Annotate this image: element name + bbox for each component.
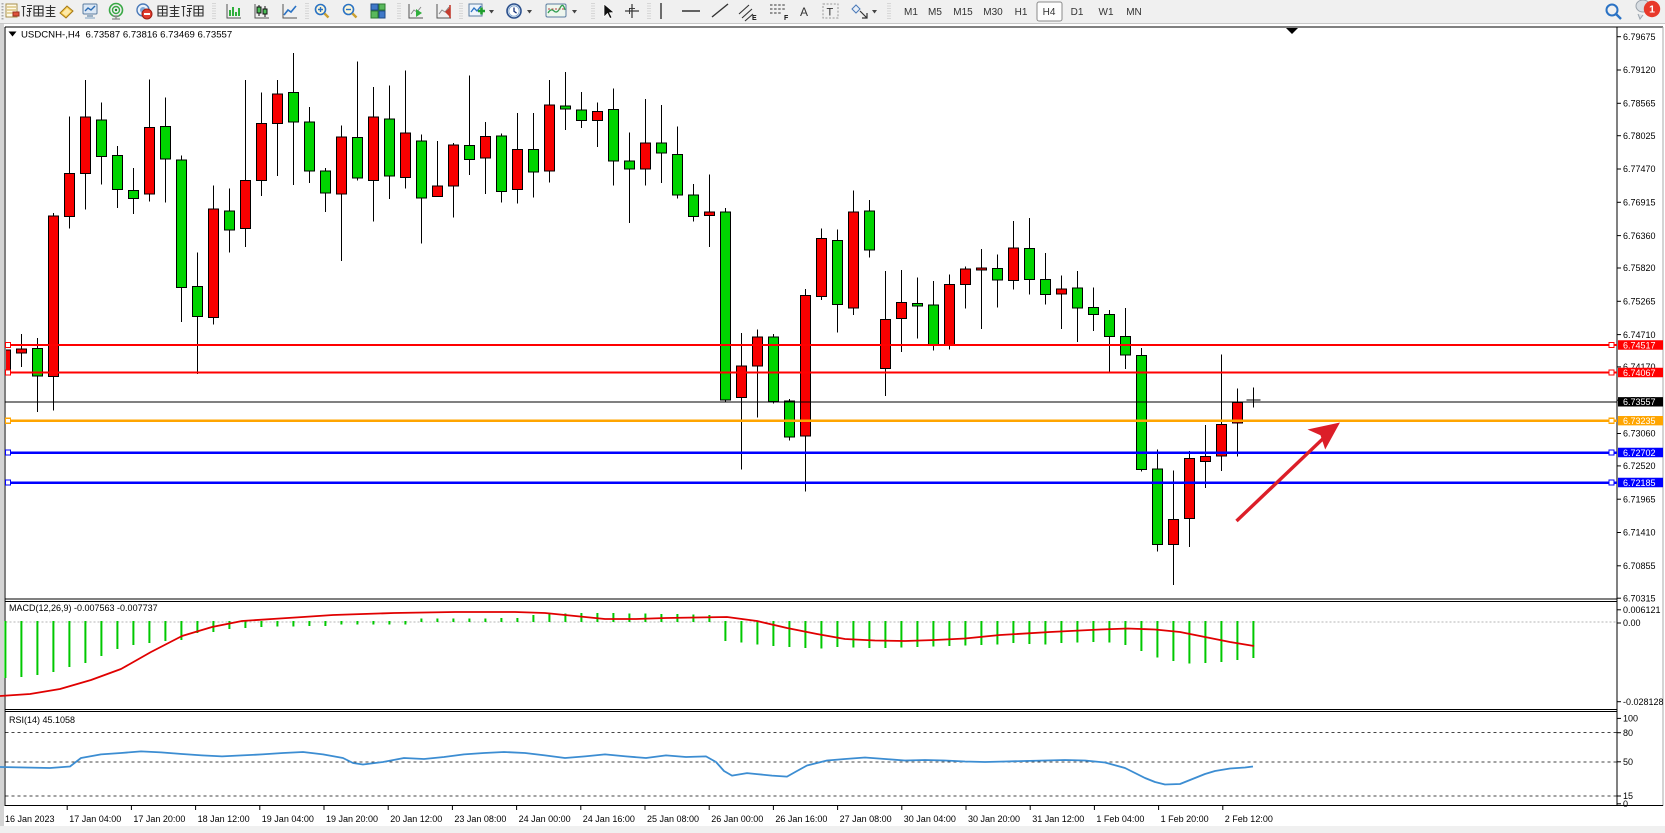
svg-text:26 Jan 16:00: 26 Jan 16:00 [775,814,827,824]
svg-text:M15: M15 [953,7,973,18]
svg-text:0.00: 0.00 [1623,618,1641,628]
svg-text:2 Feb 12:00: 2 Feb 12:00 [1225,814,1273,824]
svg-text:6.72185: 6.72185 [1623,478,1656,488]
svg-text:6.73235: 6.73235 [1623,416,1656,426]
svg-text:F: F [784,15,789,22]
svg-text:6.71965: 6.71965 [1623,494,1656,504]
svg-text:16 Jan 2023: 16 Jan 2023 [5,814,55,824]
svg-text:6.74170: 6.74170 [1623,362,1656,372]
svg-text:6.75820: 6.75820 [1623,263,1656,273]
svg-text:20 Jan 12:00: 20 Jan 12:00 [390,814,442,824]
svg-text:W1: W1 [1099,7,1114,18]
svg-text:18 Jan 12:00: 18 Jan 12:00 [198,814,250,824]
svg-text:6.72702: 6.72702 [1623,448,1656,458]
svg-text:50: 50 [1623,757,1633,767]
svg-text:25 Jan 08:00: 25 Jan 08:00 [647,814,699,824]
svg-text:RSI(14) 45.1058: RSI(14) 45.1058 [9,715,75,725]
svg-text:0: 0 [1623,799,1628,809]
svg-text:80: 80 [1623,728,1633,738]
svg-text:MACD(12,26,9) -0.007563 -0.007: MACD(12,26,9) -0.007563 -0.007737 [9,603,158,613]
svg-text:1 Feb 20:00: 1 Feb 20:00 [1161,814,1209,824]
svg-text:6.73060: 6.73060 [1623,429,1656,439]
svg-text:15: 15 [1623,791,1633,801]
svg-text:6.74710: 6.74710 [1623,330,1656,340]
svg-text:6.78565: 6.78565 [1623,99,1656,109]
svg-text:6.76915: 6.76915 [1623,198,1656,208]
svg-text:6.79675: 6.79675 [1623,32,1656,42]
svg-text:26 Jan 00:00: 26 Jan 00:00 [711,814,763,824]
svg-text:H4: H4 [1043,7,1056,18]
svg-text:USDCNH-,H4 6.73587 6.73816 6.: USDCNH-,H4 6.73587 6.73816 6.73469 6.735… [21,30,232,41]
svg-text:6.74517: 6.74517 [1623,340,1656,350]
svg-text:100: 100 [1623,714,1638,724]
svg-text:1 Feb 04:00: 1 Feb 04:00 [1096,814,1144,824]
svg-text:D1: D1 [1071,7,1084,18]
svg-text:6.74067: 6.74067 [1623,368,1656,378]
svg-text:31 Jan 12:00: 31 Jan 12:00 [1032,814,1084,824]
svg-text:30 Jan 04:00: 30 Jan 04:00 [904,814,956,824]
svg-text:24 Jan 16:00: 24 Jan 16:00 [583,814,635,824]
svg-text:M1: M1 [904,7,918,18]
svg-text:-0.028128: -0.028128 [1623,697,1664,707]
svg-text:24 Jan 00:00: 24 Jan 00:00 [519,814,571,824]
svg-text:6.73557: 6.73557 [1623,397,1656,407]
svg-text:17 Jan 04:00: 17 Jan 04:00 [69,814,121,824]
svg-text:6.78025: 6.78025 [1623,131,1656,141]
svg-text:M30: M30 [983,7,1003,18]
svg-text:23 Jan 08:00: 23 Jan 08:00 [454,814,506,824]
svg-text:M5: M5 [928,7,942,18]
svg-text:6.71410: 6.71410 [1623,528,1656,538]
svg-text:6.70855: 6.70855 [1623,561,1656,571]
svg-text:19 Jan 20:00: 19 Jan 20:00 [326,814,378,824]
svg-text:6.72520: 6.72520 [1623,461,1656,471]
svg-text:6.79120: 6.79120 [1623,65,1656,75]
svg-text:27 Jan 08:00: 27 Jan 08:00 [840,814,892,824]
svg-text:17 Jan 20:00: 17 Jan 20:00 [133,814,185,824]
svg-text:6.75265: 6.75265 [1623,297,1656,307]
svg-text:A: A [800,5,808,19]
svg-text:6.70315: 6.70315 [1623,593,1656,603]
svg-text:1: 1 [1649,4,1655,16]
svg-text:19 Jan 04:00: 19 Jan 04:00 [262,814,314,824]
svg-text:T: T [827,7,834,19]
svg-text:H1: H1 [1015,7,1028,18]
svg-text:0.006121: 0.006121 [1623,605,1661,615]
svg-text:MN: MN [1126,7,1142,18]
svg-text:6.77470: 6.77470 [1623,164,1656,174]
svg-text:6.76360: 6.76360 [1623,231,1656,241]
svg-text:30 Jan 20:00: 30 Jan 20:00 [968,814,1020,824]
svg-text:E: E [752,15,757,22]
